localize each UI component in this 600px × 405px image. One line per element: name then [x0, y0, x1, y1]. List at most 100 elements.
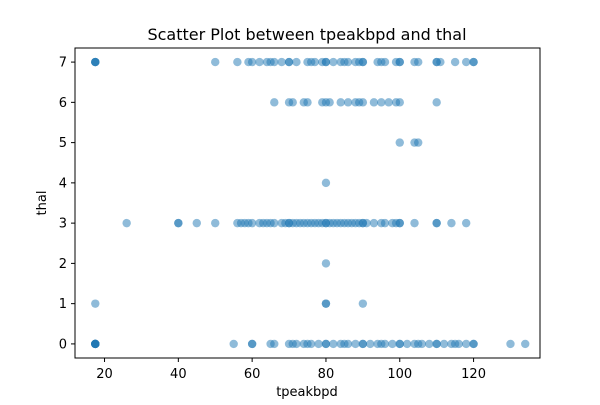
data-point: [358, 299, 368, 308]
data-point: [395, 57, 404, 67]
x-tick-label: 20: [96, 367, 113, 382]
data-point: [277, 57, 286, 67]
data-point: [255, 57, 264, 67]
data-point: [439, 339, 449, 349]
data-point: [358, 98, 368, 107]
data-point: [343, 339, 353, 349]
data-point: [362, 218, 371, 228]
data-point: [506, 339, 515, 349]
data-point: [314, 339, 323, 349]
data-point: [229, 339, 238, 349]
data-point: [343, 98, 353, 107]
data-point: [380, 339, 390, 349]
data-point: [292, 57, 301, 67]
x-tick-label: 120: [461, 367, 486, 382]
data-point: [270, 57, 279, 67]
data-point: [325, 98, 334, 107]
plot-area-frame: [74, 47, 541, 359]
data-point: [395, 98, 404, 107]
data-point: [358, 57, 368, 67]
data-point: [432, 98, 441, 107]
data-point: [270, 218, 279, 228]
ticks-layer: 20 40 60 80 100 120 0 1 2 3 4 5 6 7: [59, 56, 486, 382]
data-point: [454, 339, 464, 349]
x-tick-label: 60: [244, 367, 261, 382]
data-point: [417, 339, 427, 349]
y-tick-label: 3: [59, 217, 67, 232]
chart-title: Scatter Plot between tpeakbpd and thal: [147, 25, 466, 44]
data-point: [351, 339, 360, 349]
data-point: [395, 138, 404, 147]
data-point: [336, 98, 345, 107]
data-point: [310, 57, 320, 67]
data-point: [414, 138, 423, 147]
data-point: [388, 339, 397, 349]
y-tick-label: 1: [59, 297, 67, 312]
data-point: [329, 57, 338, 67]
y-tick-label: 7: [59, 56, 67, 71]
data-point: [414, 57, 423, 67]
data-point: [321, 178, 331, 188]
data-point: [321, 57, 331, 67]
y-tick-label: 6: [59, 96, 67, 111]
y-axis-label: thal: [35, 191, 50, 216]
data-point: [369, 98, 379, 107]
y-tick-label: 0: [59, 337, 67, 352]
data-point: [91, 57, 100, 67]
x-tick-label: 100: [387, 367, 412, 382]
data-point: [247, 218, 257, 228]
data-point: [343, 57, 353, 67]
data-point: [321, 339, 331, 349]
data-point: [384, 98, 393, 107]
data-point: [377, 98, 386, 107]
data-point: [521, 339, 530, 349]
data-point: [395, 339, 404, 349]
data-point: [247, 57, 257, 67]
data-point: [211, 218, 220, 228]
data-point: [306, 339, 316, 349]
x-tick-label: 80: [318, 367, 335, 382]
data-point: [247, 339, 257, 349]
data-point: [447, 218, 456, 228]
x-tick-label: 40: [170, 367, 187, 382]
data-point: [380, 57, 390, 67]
x-axis-label: tpeakbpd: [276, 385, 338, 400]
data-point: [366, 339, 375, 349]
data-point: [288, 98, 297, 107]
data-point: [91, 299, 100, 308]
data-point: [192, 218, 201, 228]
data-point: [469, 57, 478, 67]
data-point: [321, 299, 331, 308]
y-tick-label: 5: [59, 136, 67, 151]
data-point: [395, 218, 404, 228]
data-point: [174, 218, 183, 228]
data-point: [233, 57, 242, 67]
data-point: [303, 98, 312, 107]
y-tick-label: 4: [59, 176, 67, 191]
data-point: [270, 98, 279, 107]
data-point: [369, 218, 379, 228]
y-tick-label: 2: [59, 257, 67, 272]
data-point: [380, 218, 390, 228]
data-point: [425, 339, 434, 349]
data-point: [358, 339, 368, 349]
data-point: [469, 339, 478, 349]
data-point: [329, 339, 338, 349]
data-point: [432, 218, 441, 228]
data-point: [402, 339, 412, 349]
data-point: [122, 218, 131, 228]
data-point: [436, 57, 445, 67]
data-point: [284, 57, 294, 67]
data-point: [410, 218, 419, 228]
data-point: [91, 339, 100, 349]
data-point: [461, 339, 471, 349]
data-point: [211, 57, 220, 67]
data-point: [461, 218, 471, 228]
data-point: [270, 339, 279, 349]
data-point: [321, 259, 331, 268]
data-point: [461, 57, 471, 67]
data-point: [450, 57, 460, 67]
